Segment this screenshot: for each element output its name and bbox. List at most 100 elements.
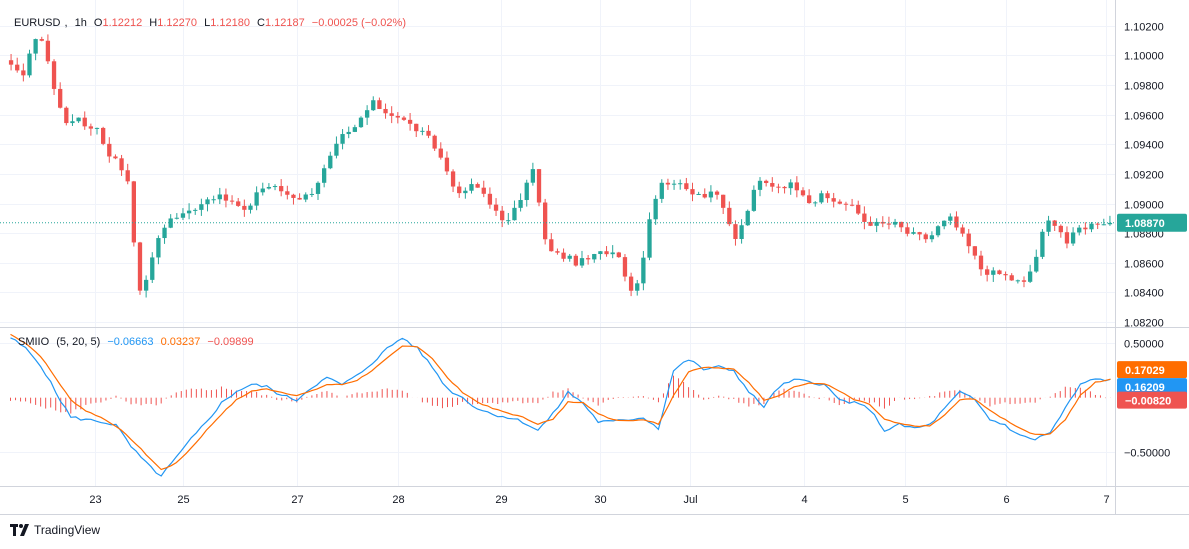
candle-body bbox=[475, 184, 480, 188]
candle-body bbox=[168, 218, 173, 228]
candle-body bbox=[923, 234, 928, 240]
candle-body bbox=[954, 216, 959, 228]
candle-body bbox=[506, 220, 511, 222]
price-candles bbox=[8, 34, 1113, 298]
candle-body bbox=[745, 210, 750, 226]
price-tick-label: 1.10200 bbox=[1124, 22, 1164, 34]
candle-body bbox=[94, 127, 100, 129]
candle-body bbox=[70, 121, 75, 124]
candle-body bbox=[113, 156, 118, 159]
candle-body bbox=[334, 143, 339, 156]
indicator-legend[interactable]: SMIIO (5, 20, 5) −0.06663 0.03237 −0.098… bbox=[18, 336, 258, 348]
interval-label[interactable]: 1h bbox=[74, 17, 87, 29]
candle-body bbox=[328, 155, 333, 169]
candle-body bbox=[1089, 223, 1094, 230]
change-value: −0.00025 (−0.02%) bbox=[311, 17, 406, 29]
candle-body bbox=[868, 221, 873, 226]
candle-body bbox=[905, 227, 910, 234]
price-tick-label: 1.10000 bbox=[1124, 51, 1164, 63]
candle-body bbox=[948, 216, 953, 221]
brand-name: TradingView bbox=[34, 523, 101, 537]
candle-body bbox=[364, 110, 370, 118]
candle-body bbox=[935, 226, 941, 236]
symbol-separator: , bbox=[64, 17, 68, 29]
candle-body bbox=[825, 193, 830, 199]
high-label: H bbox=[149, 17, 158, 29]
candle-body bbox=[248, 205, 253, 210]
time-tick-label: 30 bbox=[594, 494, 606, 506]
candle-body bbox=[653, 198, 658, 220]
indicator-name[interactable]: SMIIO bbox=[18, 336, 50, 348]
candle-body bbox=[143, 279, 149, 291]
candle-body bbox=[8, 60, 14, 65]
candle-body bbox=[813, 202, 818, 204]
axis-labels: 1.10200 1.10000 1.09800 1.09600 1.09400 1.092… bbox=[0, 22, 1187, 506]
time-tick-label: 5 bbox=[902, 494, 908, 506]
time-tick-label: 4 bbox=[801, 494, 807, 506]
candle-body bbox=[671, 183, 677, 185]
oscillator-lines bbox=[10, 333, 1111, 477]
candle-body bbox=[794, 182, 799, 191]
candle-body bbox=[242, 205, 247, 210]
candle-body bbox=[493, 204, 499, 211]
candle-body bbox=[432, 135, 437, 149]
open-value: 1.12212 bbox=[102, 17, 143, 29]
candle-body bbox=[33, 39, 38, 54]
candle-body bbox=[205, 199, 210, 205]
candle-body bbox=[229, 200, 235, 202]
symbol-legend[interactable]: EURUSD, 1h O1.12212 H1.12270 L1.12180 C1… bbox=[14, 17, 410, 29]
candle-body bbox=[622, 257, 628, 277]
candle-body bbox=[806, 195, 812, 204]
candle-body bbox=[536, 169, 542, 203]
osc-value-badge bbox=[1117, 361, 1187, 379]
candle-body bbox=[555, 251, 560, 253]
candle-body bbox=[899, 221, 904, 228]
time-tick-label: 7 bbox=[1103, 494, 1109, 506]
candle-body bbox=[1095, 223, 1100, 225]
price-tick-label: 1.09800 bbox=[1124, 81, 1164, 93]
candle-body bbox=[1058, 225, 1063, 233]
candle-body bbox=[101, 127, 106, 144]
candle-body bbox=[199, 204, 204, 210]
candle-body bbox=[800, 190, 806, 196]
candle-body bbox=[512, 207, 517, 221]
candle-body bbox=[450, 171, 456, 187]
candle-body bbox=[530, 169, 536, 183]
candle-body bbox=[21, 70, 26, 76]
candle-body bbox=[322, 168, 327, 183]
candle-body bbox=[211, 199, 216, 201]
indicator-value-blue: −0.06663 bbox=[107, 336, 154, 348]
candle-body bbox=[843, 203, 849, 205]
candle-body bbox=[285, 191, 290, 195]
candle-body bbox=[942, 220, 947, 227]
candle-body bbox=[1003, 274, 1008, 276]
candle-body bbox=[1034, 256, 1039, 272]
candle-body bbox=[598, 251, 603, 255]
osc-value-text: 0.16209 bbox=[1125, 382, 1165, 394]
candle-body bbox=[1064, 232, 1070, 244]
time-tick-label: Jul bbox=[683, 494, 697, 506]
candle-body bbox=[463, 190, 468, 194]
osc-value-badge bbox=[1117, 391, 1187, 409]
candle-body bbox=[665, 182, 671, 185]
tradingview-logo-icon bbox=[10, 524, 29, 536]
candle-body bbox=[659, 182, 664, 199]
tradingview-logo[interactable]: TradingView bbox=[10, 523, 100, 537]
candle-body bbox=[107, 143, 112, 157]
candle-body bbox=[856, 204, 861, 214]
candle-body bbox=[837, 201, 842, 204]
candle-body bbox=[444, 157, 450, 172]
candle-body bbox=[217, 194, 222, 200]
candle-body bbox=[297, 197, 302, 200]
candle-body bbox=[831, 198, 836, 202]
candle-body bbox=[616, 252, 621, 258]
candle-body bbox=[518, 200, 523, 208]
candle-body bbox=[524, 182, 529, 201]
candle-body bbox=[119, 158, 124, 171]
candle-body bbox=[892, 221, 898, 225]
candle-body bbox=[678, 183, 683, 185]
candle-body bbox=[862, 213, 867, 222]
symbol-name[interactable]: EURUSD bbox=[14, 17, 61, 29]
indicator-value-red: −0.09899 bbox=[207, 336, 254, 348]
